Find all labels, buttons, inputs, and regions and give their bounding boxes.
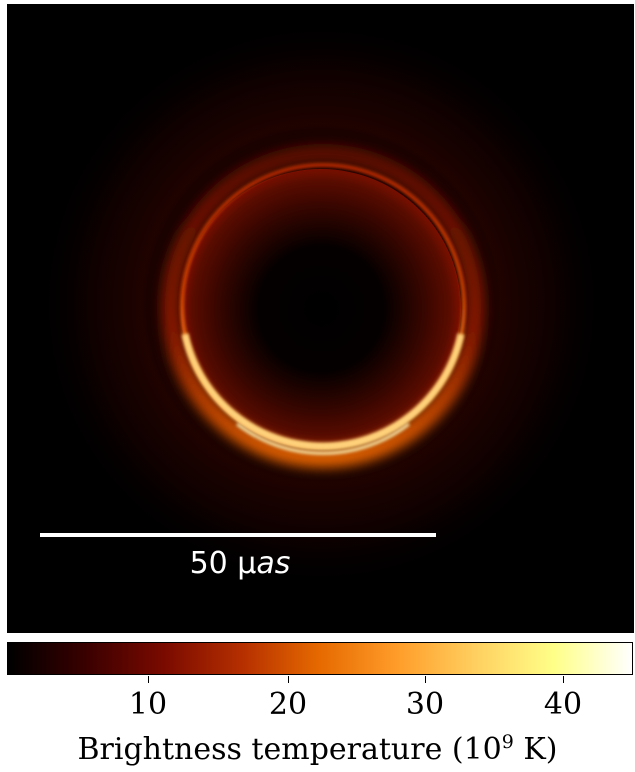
colorbar-title: Brightness temperature (109 K) <box>0 731 635 769</box>
colorbar-ticks <box>7 676 634 688</box>
ring-image-svg <box>7 4 634 633</box>
colorbar-tick <box>563 676 564 683</box>
ring-glow <box>161 144 485 468</box>
brightest-arc <box>236 422 410 455</box>
colorbar-title-main: Brightness temperature (10 <box>77 732 502 767</box>
colorbar-tick <box>148 676 149 683</box>
colorbar-title-exponent: 9 <box>501 731 514 753</box>
colorbar-tick-label: 20 <box>268 687 308 722</box>
black-hole-image <box>7 4 634 633</box>
inner-emission <box>181 169 461 449</box>
scale-bar <box>40 533 436 537</box>
scale-bar-label: 50 μas <box>160 546 320 582</box>
scale-bar-value: 50 μ <box>189 546 257 581</box>
colorbar-tick <box>288 676 289 683</box>
colorbar-title-end: K) <box>513 732 558 767</box>
colorbar-tick-label: 40 <box>543 687 583 722</box>
colorbar <box>7 642 633 675</box>
colorbar-tick <box>425 676 426 683</box>
bright-lower-arc <box>181 333 465 450</box>
colorbar-tick-label: 30 <box>405 687 445 722</box>
scale-bar-unit: as <box>256 546 291 581</box>
colorbar-tick-label: 10 <box>128 687 168 722</box>
